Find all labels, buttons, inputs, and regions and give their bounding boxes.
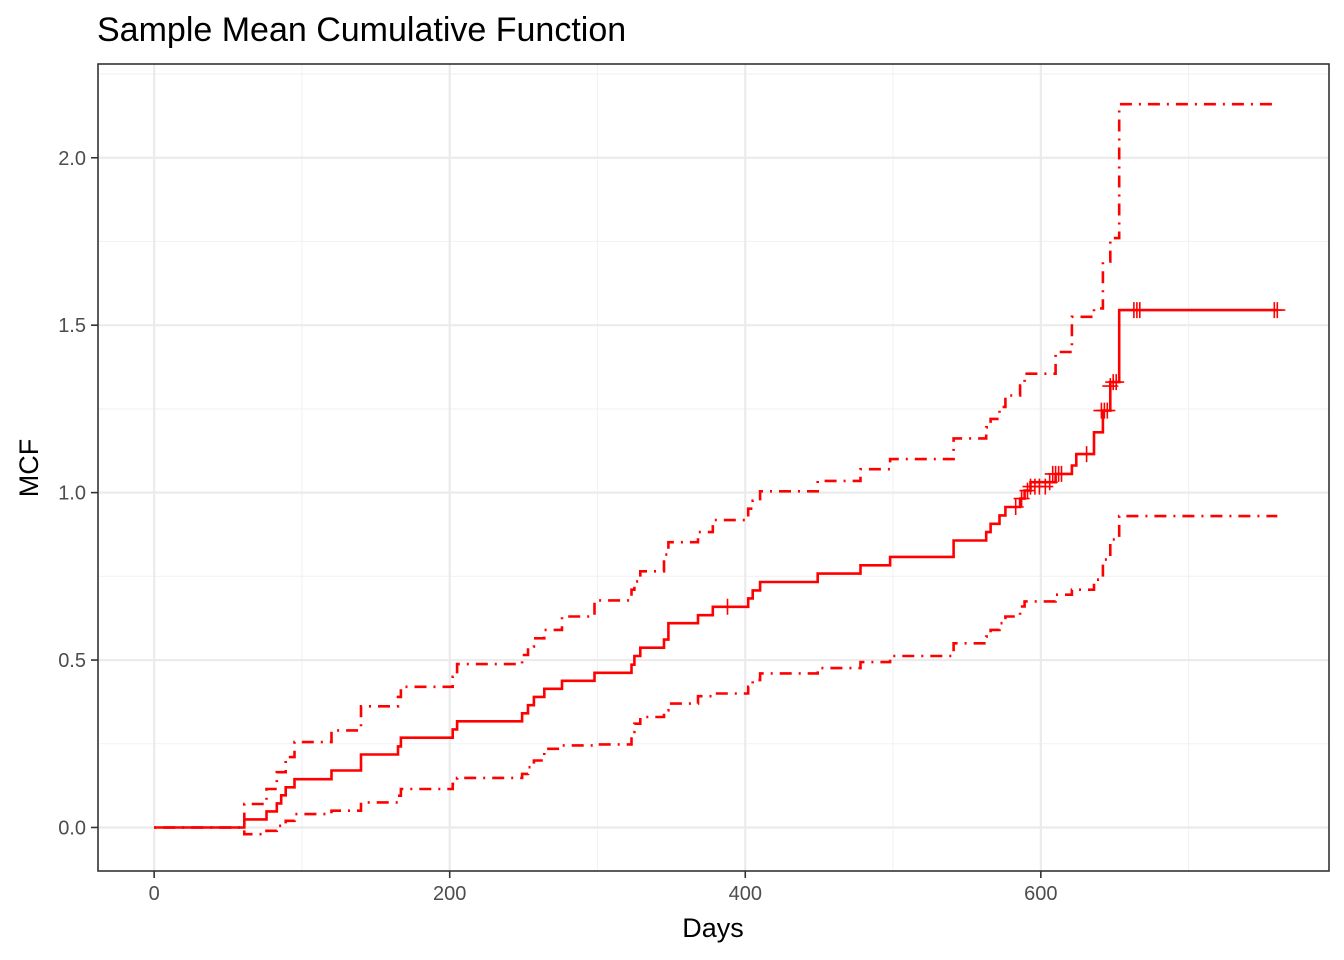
censor-mark <box>1037 478 1054 495</box>
x-axis: 0 200 400 600 <box>149 871 1058 905</box>
series-layer <box>154 102 1278 836</box>
x-tick-label: 600 <box>1024 883 1057 905</box>
y-tick-label: 2.0 <box>58 148 86 170</box>
y-tick-label: 0.5 <box>58 650 86 672</box>
censor-mark <box>1007 499 1024 515</box>
y-axis: 0.0 0.5 1.0 1.5 2.0 <box>58 148 98 839</box>
censor-marks <box>719 302 1286 615</box>
x-tick-label: 0 <box>149 883 160 905</box>
censor-mark <box>1019 482 1036 499</box>
y-tick-label: 1.0 <box>58 483 86 505</box>
censor-mark <box>1078 446 1095 463</box>
censor-mark <box>1269 302 1286 319</box>
major-gridlines <box>98 64 1329 871</box>
censor-mark <box>1131 302 1148 319</box>
censor-mark <box>1053 465 1070 482</box>
y-tick-label: 0.0 <box>58 817 86 839</box>
confidence-lower-line <box>154 514 1278 836</box>
panel-border <box>97 63 1330 872</box>
chart-title: Sample Mean Cumulative Function <box>97 11 626 49</box>
mcf-line <box>154 308 1278 829</box>
confidence-upper-line <box>154 102 1278 829</box>
y-axis-title: MCF <box>14 439 44 497</box>
censor-mark <box>1099 402 1116 419</box>
censor-mark <box>1041 474 1058 491</box>
minor-gridlines <box>98 64 1329 871</box>
x-tick-label: 400 <box>729 883 762 905</box>
censor-mark <box>1108 374 1125 391</box>
x-axis-title: Days <box>682 913 744 943</box>
x-tick-label: 200 <box>433 883 466 905</box>
censor-mark <box>719 598 736 615</box>
y-tick-label: 1.5 <box>58 315 86 337</box>
